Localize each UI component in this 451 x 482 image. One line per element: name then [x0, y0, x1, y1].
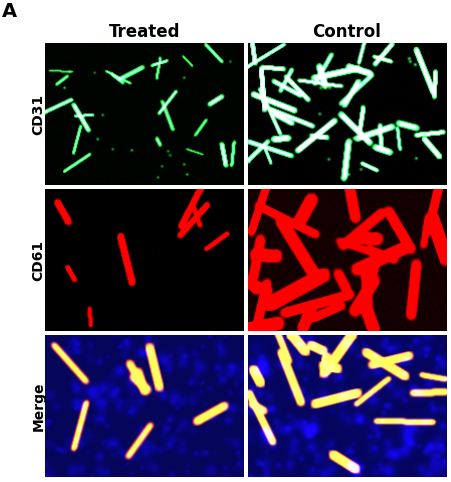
Text: A: A	[2, 2, 18, 21]
Text: CD61: CD61	[31, 240, 46, 281]
Text: Control: Control	[313, 23, 382, 41]
Text: Merge: Merge	[31, 381, 46, 431]
Text: CD31: CD31	[31, 94, 46, 135]
Text: Treated: Treated	[109, 23, 180, 41]
